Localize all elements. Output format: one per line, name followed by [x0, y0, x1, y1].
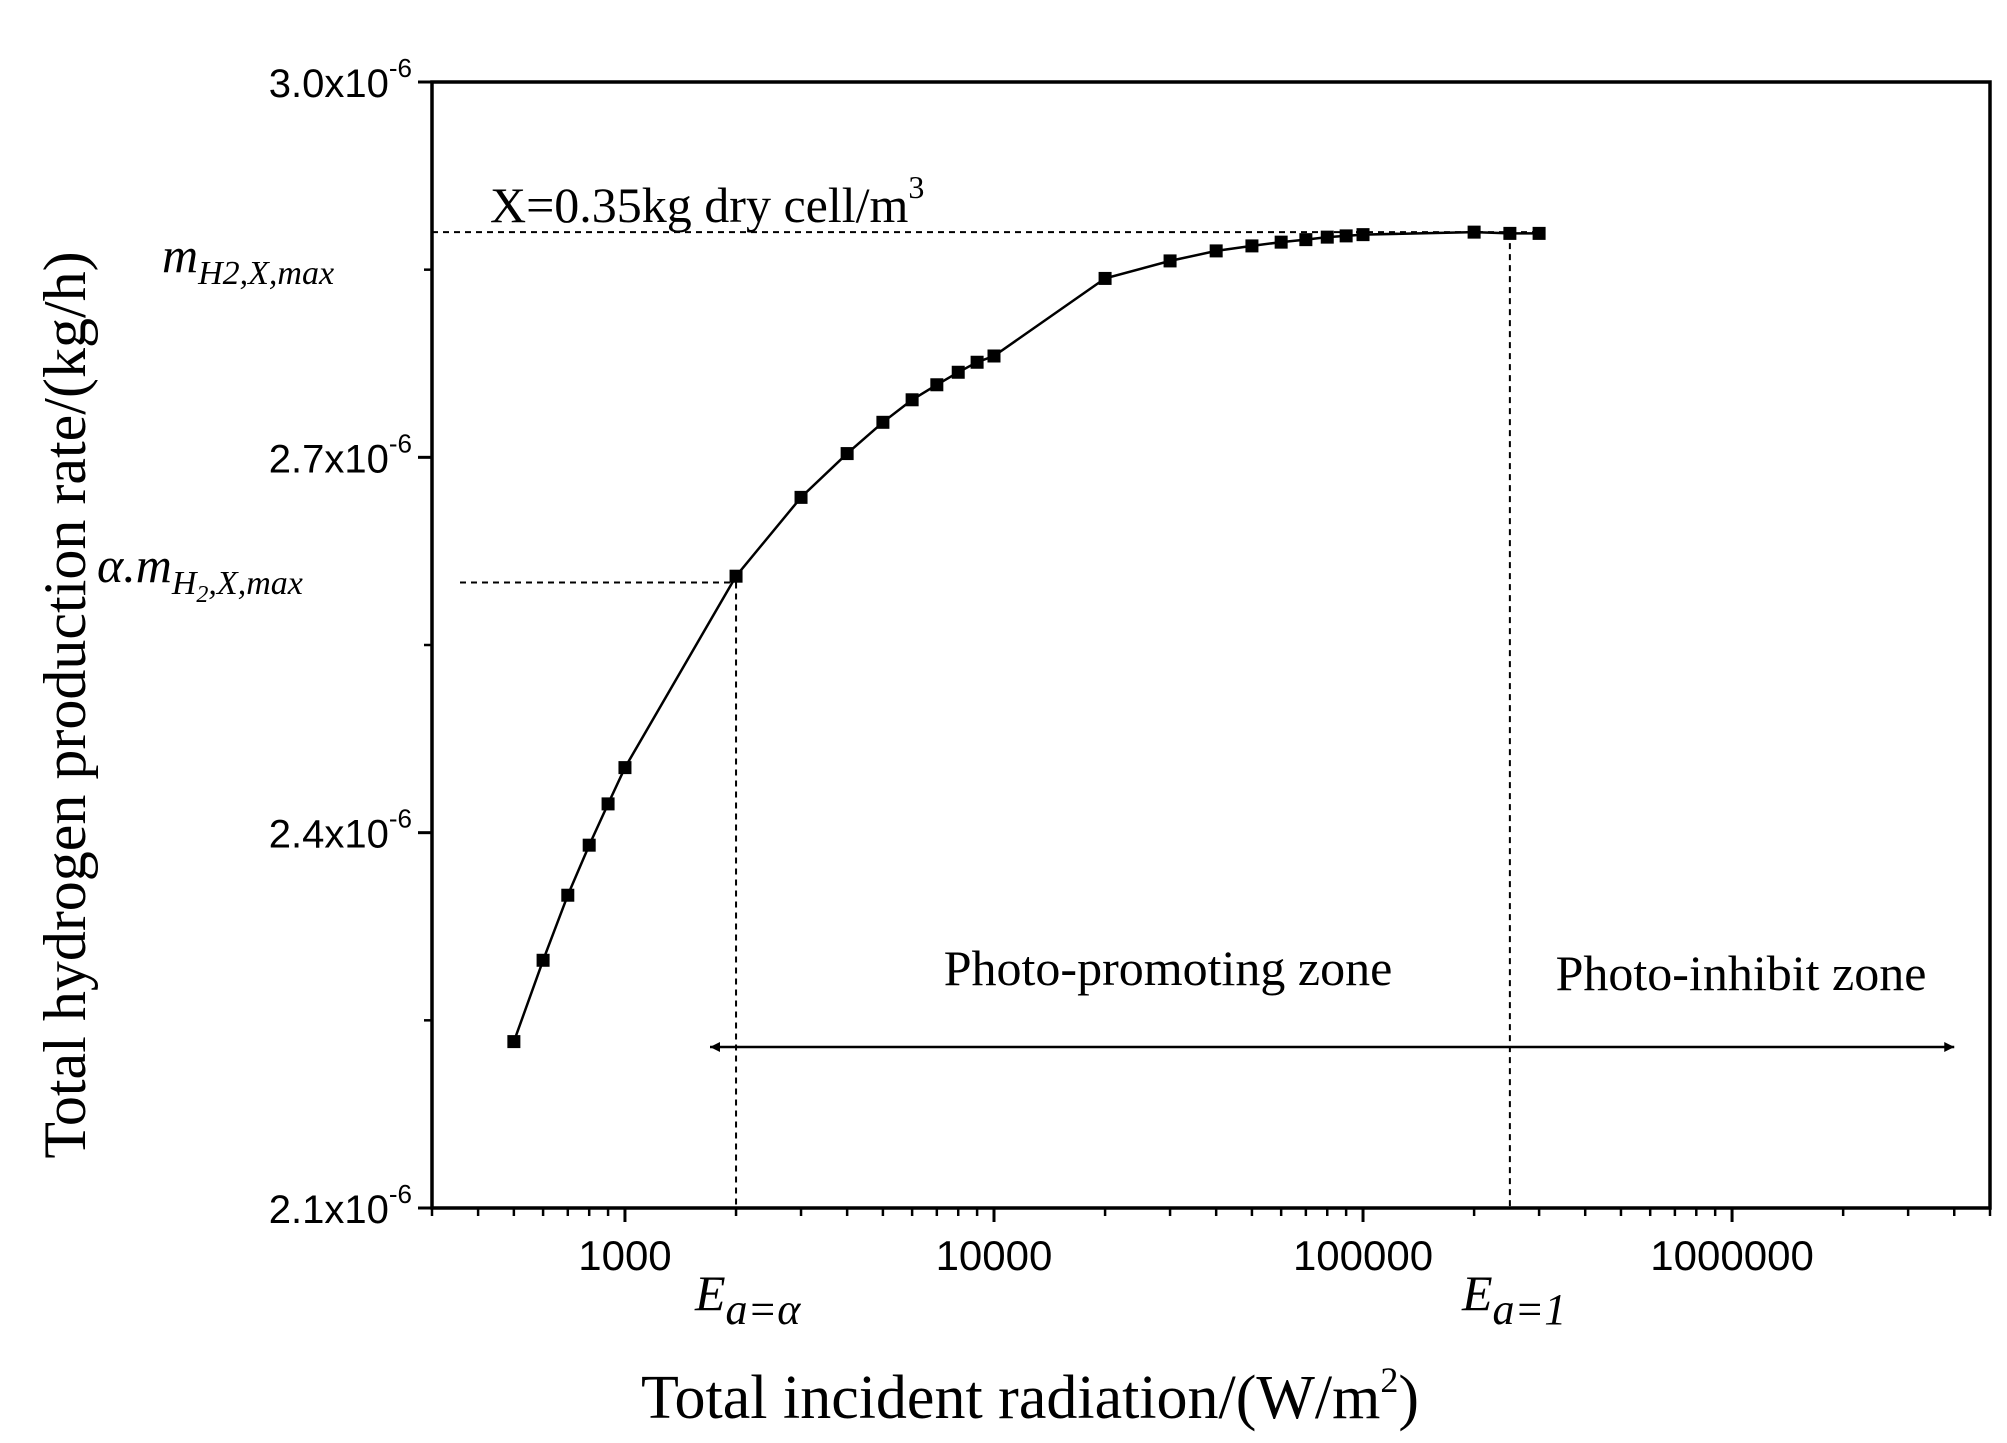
data-point: [1245, 239, 1259, 253]
data-point: [905, 393, 919, 407]
photo-inhibit-zone-label: Photo-inhibit zone: [1556, 945, 1927, 1001]
y-tick-label: 3.0x10-6: [269, 53, 412, 106]
data-point: [1098, 271, 1112, 285]
x-tick-label: 10000: [936, 1232, 1053, 1279]
data-point: [970, 355, 984, 369]
data-point: [1209, 244, 1223, 258]
data-point: [618, 761, 632, 775]
data-point: [876, 415, 890, 429]
x-tick-label: 100000: [1293, 1232, 1433, 1279]
data-point: [536, 953, 550, 967]
e-one-label: Ea=1: [1461, 1265, 1566, 1334]
data-point: [1274, 235, 1288, 249]
y-tick-label: 2.7x10-6: [269, 428, 412, 481]
data-point: [1320, 230, 1334, 244]
data-point: [561, 888, 575, 902]
x-axis-label-close: ): [1398, 1364, 1419, 1432]
e-alpha-label: Ea=α: [694, 1265, 801, 1334]
data-point: [930, 378, 944, 392]
y-tick-label: 2.1x10-6: [269, 1179, 412, 1232]
data-point: [951, 365, 965, 379]
data-point: [582, 838, 596, 852]
x-axis-label-main: Total incident radiation/(W/m: [641, 1364, 1380, 1432]
series-markers: [507, 225, 1546, 1049]
data-point: [1339, 229, 1353, 243]
data-point: [1503, 226, 1517, 240]
data-point: [1467, 225, 1481, 239]
data-point: [794, 490, 808, 504]
series-line: [512, 230, 1540, 1043]
m-max-label: mH2,X,max: [162, 227, 334, 292]
series-polyline: [512, 230, 1540, 1043]
data-point: [1356, 228, 1370, 242]
y-tick-label: 2.4x10-6: [269, 804, 412, 857]
condition-annotation: X=0.35kg dry cell/m3: [490, 169, 924, 233]
photo-promoting-zone-label: Photo-promoting zone: [944, 940, 1393, 996]
axes: 2.1x10-6 2.4x10-6 2.7x10-6 3.0x10-6 1000 1000…: [269, 53, 1992, 1279]
y-axis-label: Total hydrogen production rate/(kg/h): [32, 251, 98, 1158]
x-tick-label: 1000: [578, 1232, 671, 1279]
x-axis-label: Total incident radiation/(W/m2): [641, 1360, 1419, 1432]
x-axis-label-sup: 2: [1380, 1360, 1398, 1400]
data-point: [987, 349, 1001, 363]
alpha-m-max-label: α.mH2,X,max: [97, 537, 303, 608]
data-point: [601, 797, 615, 811]
reference-lines: [432, 231, 1540, 1208]
data-point: [729, 569, 743, 583]
x-tick-label: 1000000: [1650, 1232, 1814, 1279]
data-point: [840, 447, 854, 461]
data-point: [1163, 254, 1177, 268]
data-point: [1532, 226, 1546, 240]
data-point: [507, 1035, 521, 1049]
data-point: [1299, 233, 1313, 247]
